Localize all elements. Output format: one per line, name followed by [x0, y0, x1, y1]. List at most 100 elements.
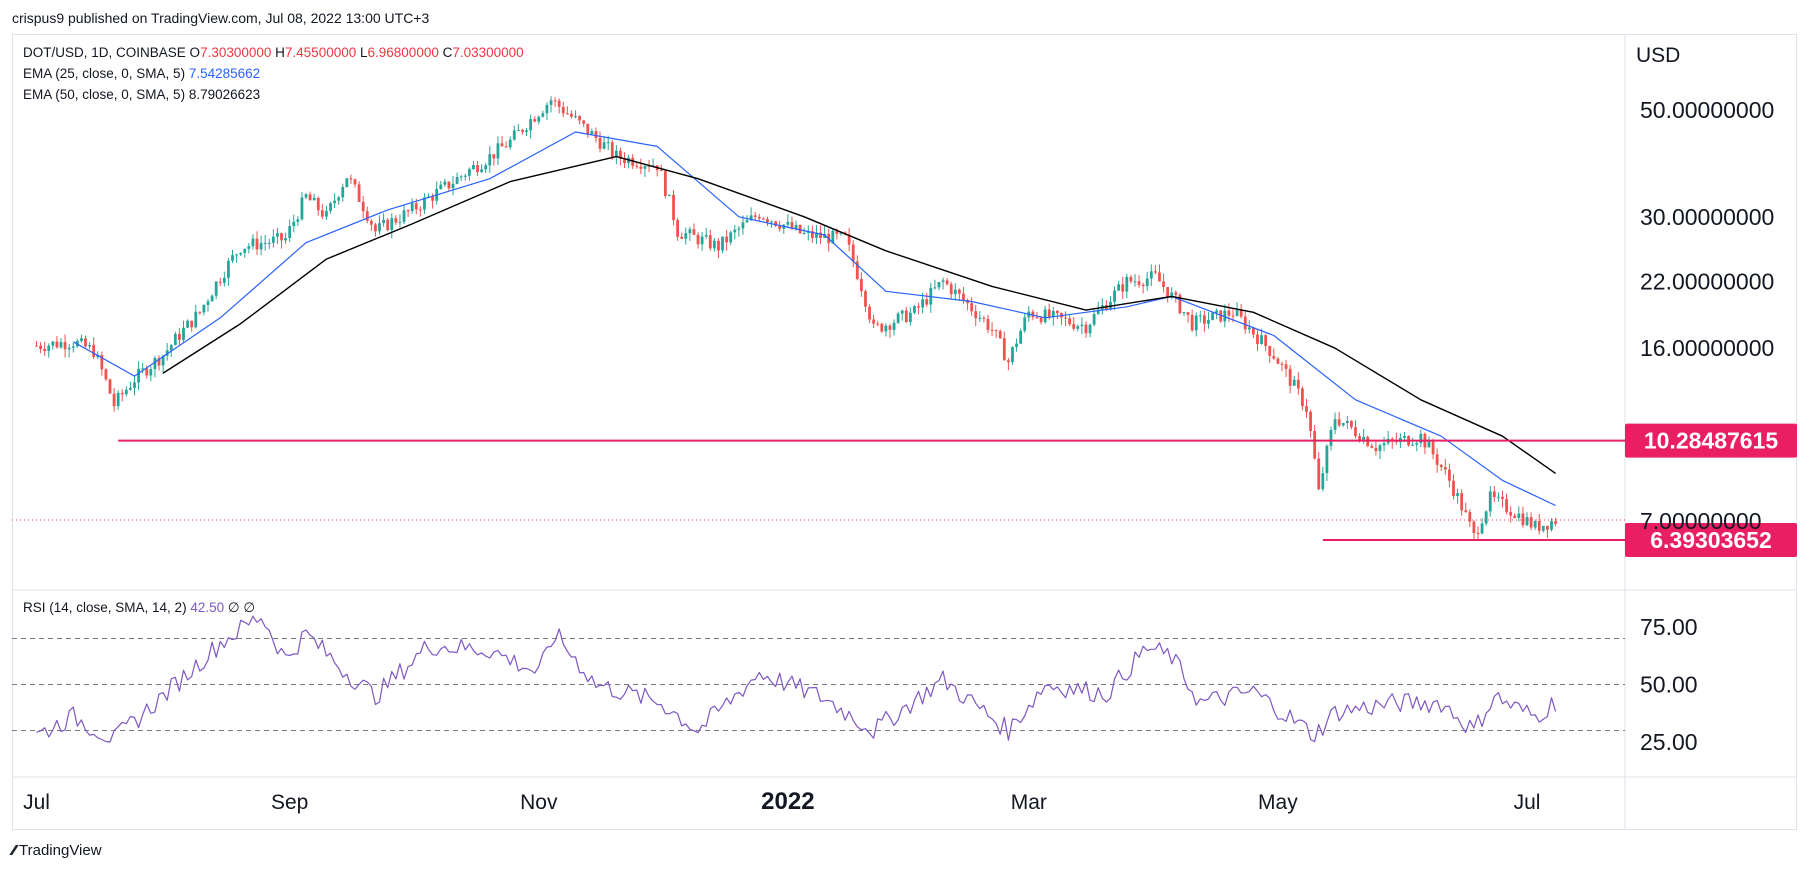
candle-body: [402, 210, 406, 222]
candle-body: [541, 113, 545, 117]
candle-body: [202, 304, 206, 313]
candle-body: [316, 197, 320, 211]
price-tick-label: 16.00000000: [1640, 335, 1774, 361]
candle-body: [231, 255, 234, 261]
candle-body: [382, 219, 386, 224]
candle-body: [1497, 496, 1500, 498]
footer-brand[interactable]: ⁄⁄ TradingView: [12, 842, 102, 859]
candle-body: [733, 229, 737, 233]
candle-body: [1309, 411, 1312, 432]
candle-body: [341, 187, 345, 198]
candle-body: [1529, 517, 1533, 528]
candle-body: [868, 306, 871, 320]
candle-body: [365, 211, 369, 221]
candle-body: [663, 171, 667, 196]
candle-body: [557, 100, 561, 107]
candle-body: [741, 222, 745, 229]
axes: 10.28487615 6.39303652 USD 50.00000000 30.00…: [23, 44, 1797, 815]
candle-body: [684, 233, 688, 239]
candle-body: [745, 220, 749, 223]
candle-body: [1002, 338, 1006, 361]
open-label: O: [189, 45, 201, 60]
candle-body: [169, 345, 173, 351]
candle-body: [67, 347, 71, 350]
candle-body: [1341, 423, 1345, 426]
candle-body: [1219, 310, 1223, 322]
candle-body: [1439, 464, 1443, 468]
candle-body: [586, 123, 590, 135]
candle-body: [1403, 436, 1406, 438]
candle-body: [786, 221, 790, 225]
candle-body: [725, 236, 729, 243]
candle-body: [71, 346, 75, 348]
candle-body: [1554, 521, 1557, 524]
candle-body: [1521, 513, 1525, 526]
candle-body: [925, 299, 929, 305]
candle-body: [178, 333, 181, 340]
candle-body: [749, 215, 753, 221]
candle-body: [1268, 346, 1272, 357]
candle-body: [1272, 356, 1276, 359]
candle-body: [810, 231, 814, 238]
candle-body: [1039, 317, 1043, 323]
candle-body: [1055, 310, 1059, 313]
candle-body: [737, 228, 741, 230]
candle-body: [570, 113, 573, 117]
candle-body: [88, 345, 91, 347]
candle-body: [206, 301, 210, 305]
candle-body: [418, 209, 422, 211]
candle-body: [410, 203, 414, 211]
candle-body: [823, 233, 827, 239]
candle-body: [1198, 315, 1202, 317]
candle-body: [574, 116, 577, 118]
candle-body: [1533, 521, 1537, 528]
candle-body: [753, 215, 757, 217]
candle-body: [831, 230, 835, 244]
candle-body: [112, 393, 116, 407]
candle-body: [1133, 281, 1137, 283]
candle-body: [1190, 314, 1194, 331]
candle-body: [880, 323, 884, 332]
candle-body: [606, 142, 610, 144]
candle-body: [1301, 388, 1304, 407]
candle-body: [1068, 318, 1072, 325]
candle-body: [1076, 326, 1080, 329]
candle-body: [1084, 324, 1088, 334]
candle-body: [1280, 363, 1284, 365]
candle-body: [1525, 517, 1529, 526]
candle-body: [790, 221, 794, 229]
candle-body: [194, 311, 198, 328]
candle-body: [1129, 276, 1133, 282]
candle-body: [876, 323, 880, 325]
candle-body: [549, 100, 553, 105]
candle-body: [1182, 312, 1186, 314]
candle-body: [778, 225, 782, 229]
publisher-line: crispus9 published on TradingView.com, J…: [12, 10, 430, 26]
close-value: 7.03300000: [452, 45, 524, 60]
candle-body: [659, 170, 663, 172]
candle-body: [933, 287, 937, 289]
price-tick-label: 30.00000000: [1640, 204, 1774, 230]
candle-body: [704, 235, 708, 237]
candle-body: [1492, 491, 1496, 498]
candle-body: [635, 165, 639, 167]
level-price-tag: [1625, 522, 1797, 557]
candle-body: [1064, 317, 1067, 319]
candle-body: [1153, 271, 1157, 273]
candle-body: [1468, 512, 1472, 522]
candle-body: [1378, 445, 1382, 452]
candle-body: [1121, 284, 1125, 292]
candle-body: [1476, 532, 1480, 534]
tradingview-logo-icon: ⁄⁄: [12, 842, 16, 859]
candle-body: [590, 131, 594, 135]
candle-body: [488, 154, 492, 166]
candle-body: [884, 325, 888, 332]
candle-body: [864, 291, 867, 307]
candle-body: [598, 137, 602, 149]
candle-body: [672, 194, 675, 221]
time-tick-label: Jul: [1514, 791, 1541, 814]
candle-body: [1354, 427, 1357, 437]
candle-body: [1321, 473, 1325, 490]
candle-body: [304, 194, 308, 198]
